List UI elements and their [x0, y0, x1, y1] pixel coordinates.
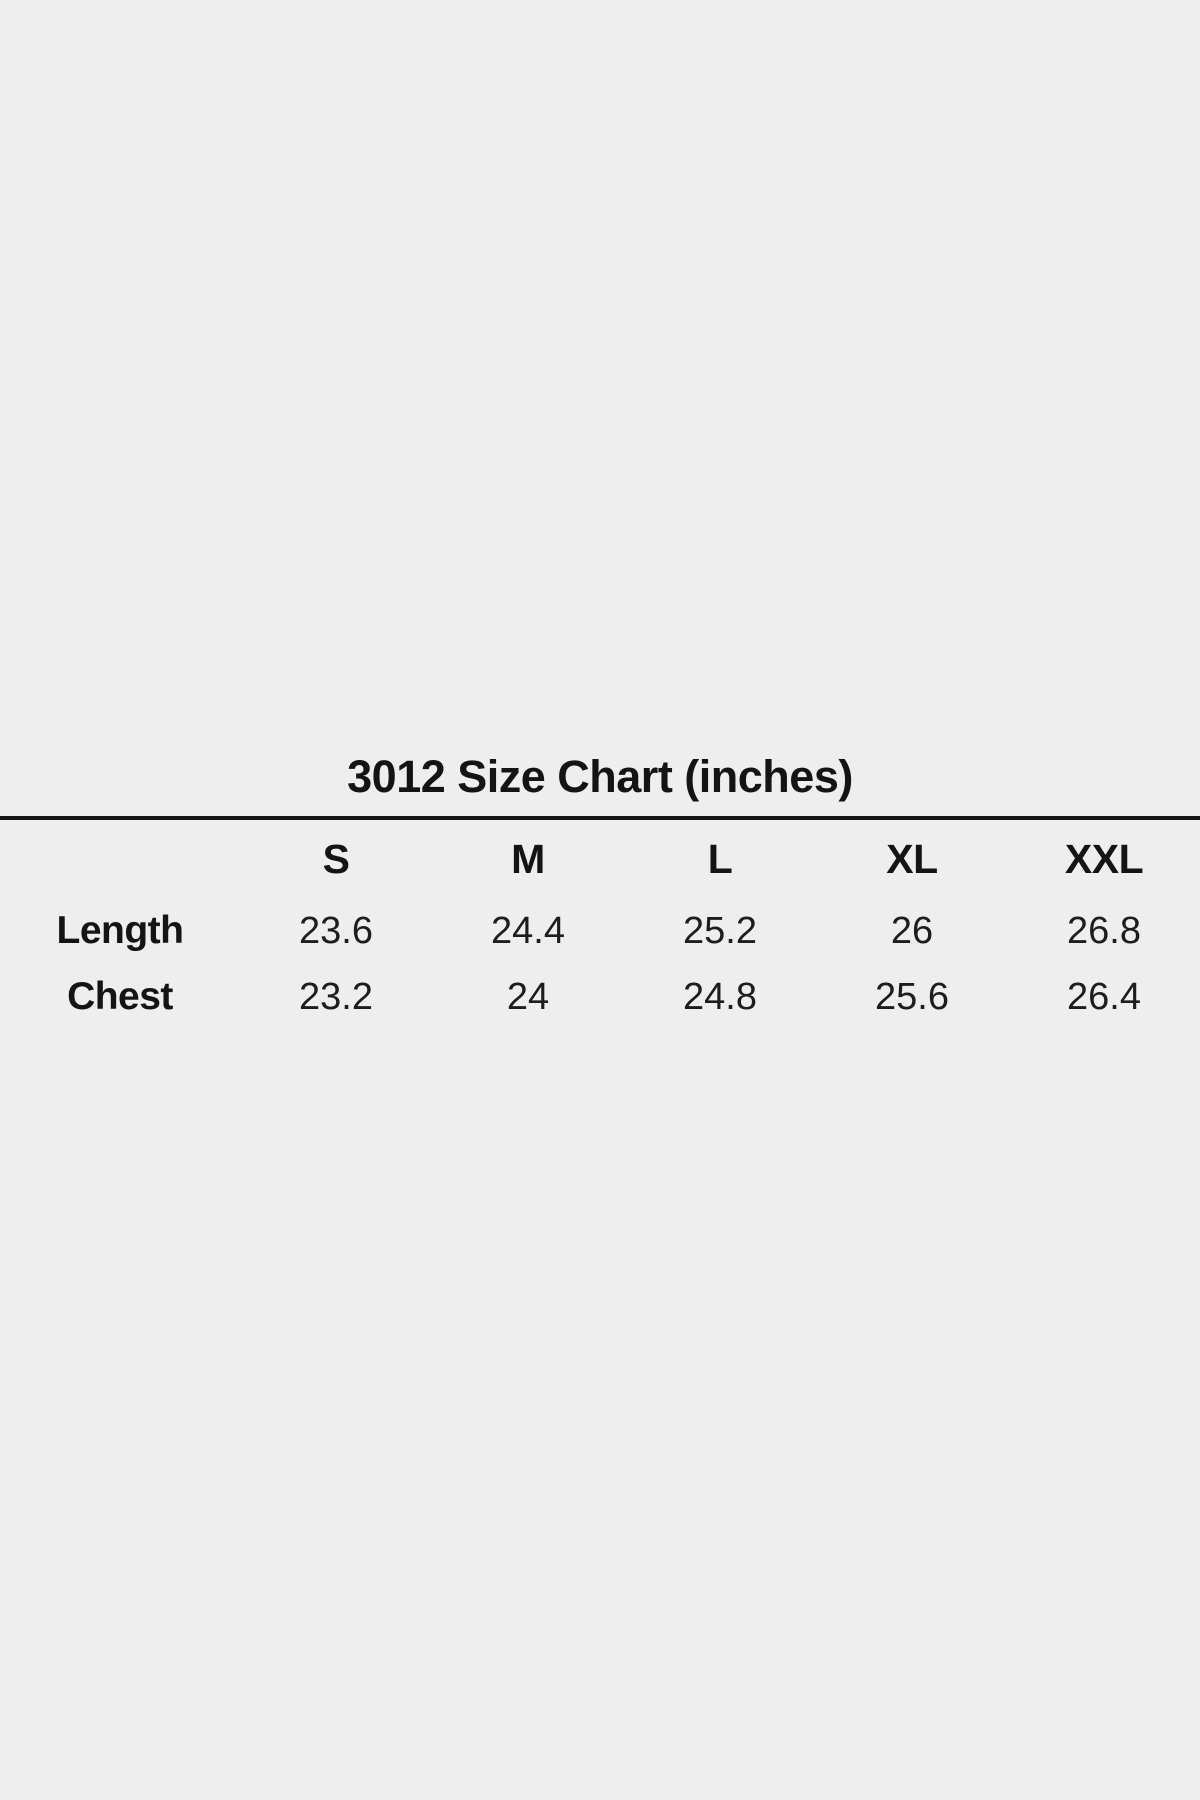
row-label-length: Length: [56, 909, 184, 952]
size-chart-title: 3012 Size Chart (inches): [347, 751, 853, 802]
length-m-value: 24.4: [491, 909, 565, 952]
table-row-length: Length 23.6 24.4 25.2 26 26.8: [0, 898, 1200, 964]
length-l-value: 25.2: [683, 909, 757, 952]
column-header-m: M: [511, 835, 545, 882]
column-header-s: S: [322, 835, 350, 882]
size-table: S M L XL XXL Length 23.6 24.4 25.2 26 26…: [0, 820, 1200, 1030]
chest-xxl-value: 26.4: [1067, 975, 1141, 1018]
length-xxl-value: 26.8: [1067, 909, 1141, 952]
table-row-chest: Chest 23.2 24 24.8 25.6 26.4: [0, 964, 1200, 1030]
column-header-xxl: XXL: [1064, 835, 1144, 882]
chest-s-value: 23.2: [299, 975, 373, 1018]
size-chart-section: 3012 Size Chart (inches) S M L XL XXL Le…: [0, 751, 1200, 1030]
column-header-l: L: [707, 835, 733, 882]
corner-cell: [0, 820, 240, 898]
size-table-header-row: S M L XL XXL: [0, 820, 1200, 898]
chest-xl-value: 25.6: [875, 975, 949, 1018]
title-divider-rule: [0, 816, 1200, 820]
length-xl-value: 26: [890, 909, 934, 952]
column-header-xl: XL: [886, 835, 938, 882]
row-label-chest: Chest: [67, 975, 173, 1018]
chest-l-value: 24.8: [683, 975, 757, 1018]
chest-m-value: 24: [506, 975, 550, 1018]
length-s-value: 23.6: [299, 909, 373, 952]
